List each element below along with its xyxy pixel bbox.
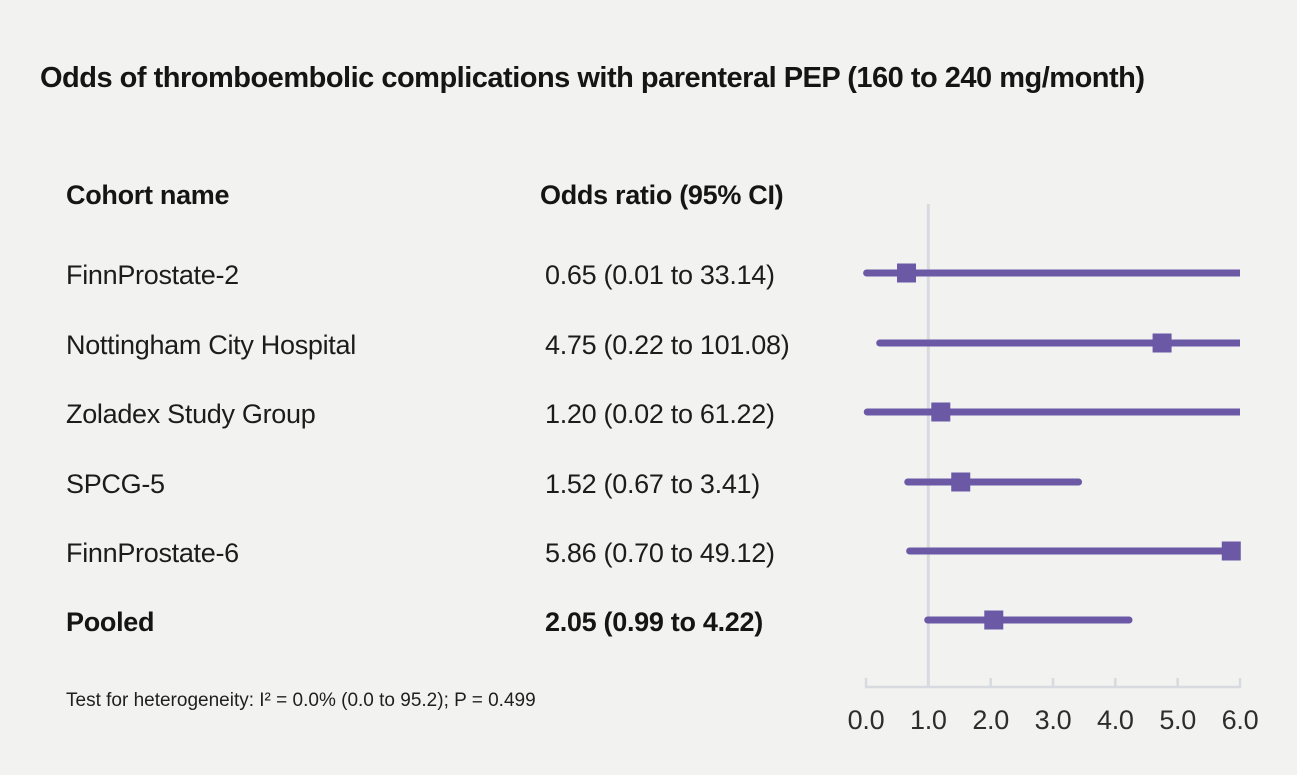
cohort-label: SPCG-5 <box>66 469 165 499</box>
ci-line-cap <box>1075 478 1083 486</box>
cohort-label: Nottingham City Hospital <box>66 330 356 360</box>
or-marker <box>951 472 971 492</box>
or-marker <box>897 263 917 283</box>
cohort-label: FinnProstate-2 <box>66 260 239 290</box>
or-marker <box>984 610 1004 630</box>
ci-line-cap <box>863 408 871 416</box>
x-tick-label: 5.0 <box>1159 705 1196 735</box>
or-marker <box>1221 541 1241 561</box>
or-marker <box>1152 333 1172 353</box>
ci-line-cap <box>924 616 932 624</box>
cohort-column-header: Cohort name <box>66 180 230 210</box>
odds-ratio-value: 5.86 (0.70 to 49.12) <box>545 538 775 568</box>
x-tick-label: 0.0 <box>847 705 885 735</box>
x-tick-label: 2.0 <box>972 705 1009 735</box>
x-tick-label: 3.0 <box>1034 705 1072 735</box>
heterogeneity-footnote: Test for heterogeneity: I² = 0.0% (0.0 t… <box>66 690 536 711</box>
or-marker <box>931 402 951 422</box>
ci-line-cap <box>904 478 912 486</box>
x-tick-label: 4.0 <box>1097 705 1134 735</box>
cohort-label: Zoladex Study Group <box>66 399 316 429</box>
odds-ratio-column-header: Odds ratio (95% CI) <box>540 180 784 210</box>
odds-ratio-value: 0.65 (0.01 to 33.14) <box>545 260 775 290</box>
ci-line-cap <box>906 547 914 555</box>
cohort-label: Pooled <box>66 607 155 637</box>
ci-line-cap <box>876 339 884 347</box>
x-tick-label: 1.0 <box>910 705 947 735</box>
x-tick-label: 6.0 <box>1221 705 1259 735</box>
odds-ratio-value: 1.52 (0.67 to 3.41) <box>545 469 760 499</box>
ci-line-cap <box>1125 616 1133 624</box>
ci-line-cap <box>863 269 871 277</box>
odds-ratio-value: 1.20 (0.02 to 61.22) <box>545 399 775 429</box>
odds-ratio-value: 2.05 (0.99 to 4.22) <box>545 607 763 637</box>
cohort-label: FinnProstate-6 <box>66 538 239 568</box>
chart-title: Odds of thromboembolic complications wit… <box>40 62 1145 94</box>
odds-ratio-value: 4.75 (0.22 to 101.08) <box>545 330 790 360</box>
